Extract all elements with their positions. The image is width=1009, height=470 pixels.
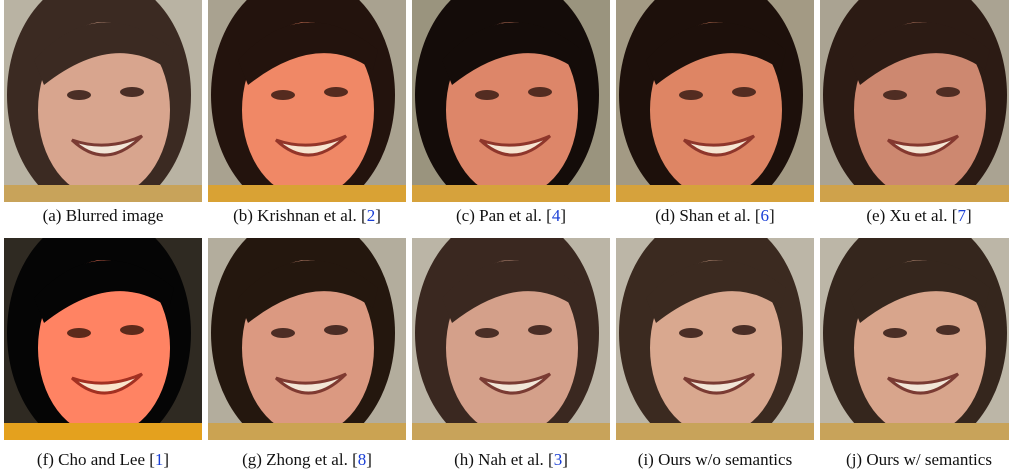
panel: (j) Ours w/ semantics [820,238,1009,440]
caption: (j) Ours w/ semantics [814,450,1009,470]
panel: (h) Nah et al. [3] [412,238,610,440]
caption-text: (i) Ours w/o semantics [638,450,792,469]
caption-text: ] [769,206,775,225]
caption-text: ] [375,206,381,225]
caption-text: (c) Pan et al. [ [456,206,552,225]
citation-link[interactable]: 8 [358,450,367,469]
caption-text: (g) Zhong et al. [ [242,450,358,469]
face-image [616,0,814,202]
caption: (e) Xu et al. [7] [814,206,1009,226]
face-image [820,238,1009,440]
caption-text: (h) Nah et al. [ [454,450,554,469]
citation-link[interactable]: 2 [367,206,376,225]
figure: (a) Blurred image(b) Krishnan et al. [2]… [0,0,1009,470]
caption: (h) Nah et al. [3] [406,450,616,470]
caption-text: (f) Cho and Lee [ [37,450,155,469]
caption: (b) Krishnan et al. [2] [202,206,412,226]
face-image [208,0,406,202]
caption-text: ] [366,450,372,469]
caption: (i) Ours w/o semantics [610,450,820,470]
panel: (g) Zhong et al. [8] [208,238,406,440]
caption: (d) Shan et al. [6] [610,206,820,226]
caption-text: ] [966,206,972,225]
panel: (c) Pan et al. [4] [412,0,610,202]
face-image [820,0,1009,202]
panel: (e) Xu et al. [7] [820,0,1009,202]
caption-text: (j) Ours w/ semantics [846,450,992,469]
caption-text: ] [560,206,566,225]
panel: (i) Ours w/o semantics [616,238,814,440]
face-image [616,238,814,440]
caption: (f) Cho and Lee [1] [0,450,208,470]
panel: (d) Shan et al. [6] [616,0,814,202]
face-image [412,0,610,202]
caption-text: (b) Krishnan et al. [ [233,206,367,225]
caption-text: (d) Shan et al. [ [655,206,760,225]
caption-text: ] [163,450,169,469]
caption-text: (a) Blurred image [43,206,164,225]
citation-link[interactable]: 3 [554,450,563,469]
citation-link[interactable]: 6 [761,206,770,225]
face-image [4,238,202,440]
caption: (g) Zhong et al. [8] [202,450,412,470]
face-image [412,238,610,440]
citation-link[interactable]: 7 [957,206,966,225]
caption: (c) Pan et al. [4] [406,206,616,226]
panel: (f) Cho and Lee [1] [4,238,202,440]
face-image [4,0,202,202]
caption-text: ] [562,450,568,469]
panel: (a) Blurred image [4,0,202,202]
caption: (a) Blurred image [0,206,208,226]
caption-text: (e) Xu et al. [ [866,206,957,225]
face-image [208,238,406,440]
panel: (b) Krishnan et al. [2] [208,0,406,202]
